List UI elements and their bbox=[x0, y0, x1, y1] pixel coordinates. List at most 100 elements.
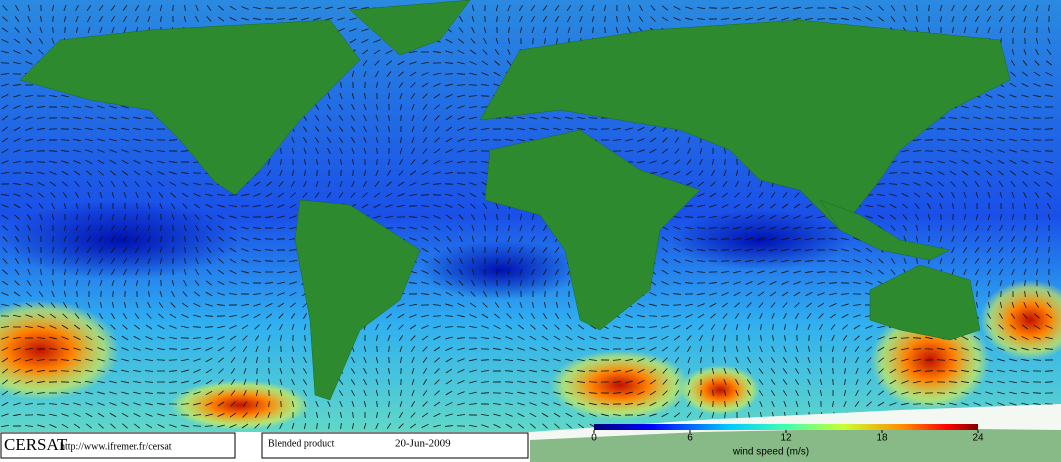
wind-arrow bbox=[925, 336, 933, 340]
wind-arrow bbox=[1021, 324, 1029, 330]
wind-arrow bbox=[985, 116, 993, 120]
wind-arrow bbox=[853, 324, 861, 330]
wind-arrow bbox=[721, 302, 729, 308]
wind-arrow bbox=[169, 424, 177, 428]
wind-arrow bbox=[481, 72, 489, 76]
wind-arrow bbox=[63, 268, 67, 276]
wind-arrow bbox=[1, 303, 9, 307]
wind-arrow bbox=[25, 116, 33, 120]
wind-arrow bbox=[51, 37, 55, 45]
wind-arrow bbox=[421, 215, 429, 219]
wind-arrow bbox=[699, 147, 703, 155]
wind-arrow bbox=[985, 335, 993, 341]
wind-arrow bbox=[805, 238, 813, 240]
wind-arrow bbox=[268, 345, 270, 353]
wind-arrow bbox=[483, 38, 487, 44]
wind-arrow bbox=[721, 271, 729, 273]
wind-arrow bbox=[637, 402, 645, 406]
wind-arrow bbox=[783, 357, 787, 363]
wind-arrow bbox=[819, 334, 823, 342]
wind-arrow bbox=[877, 390, 885, 396]
wind-arrow bbox=[99, 191, 103, 199]
wind-arrow bbox=[385, 192, 393, 198]
wind-arrow bbox=[793, 237, 801, 241]
wind-arrow bbox=[746, 302, 752, 308]
wind-arrow bbox=[457, 369, 465, 373]
wind-arrow bbox=[900, 161, 910, 163]
wind-arrow bbox=[673, 237, 681, 241]
wind-arrow bbox=[121, 347, 129, 351]
wind-arrow bbox=[375, 136, 379, 144]
wind-arrow bbox=[1012, 213, 1014, 221]
wind-arrow bbox=[13, 336, 21, 340]
wind-arrow bbox=[471, 15, 475, 23]
wind-arrow bbox=[913, 358, 921, 362]
wind-arrow bbox=[507, 4, 511, 12]
wind-arrow bbox=[37, 380, 45, 384]
wind-arrow bbox=[1034, 313, 1040, 319]
wind-arrow bbox=[543, 16, 547, 22]
wind-arrow bbox=[86, 313, 92, 319]
wind-arrow bbox=[481, 325, 489, 329]
wind-arrow bbox=[1, 424, 9, 428]
wind-arrow bbox=[361, 49, 369, 55]
wind-arrow bbox=[457, 161, 465, 163]
wind-arrow bbox=[445, 347, 453, 351]
wind-arrow bbox=[1009, 138, 1017, 142]
wind-arrow bbox=[147, 192, 151, 198]
colorbar bbox=[594, 424, 978, 430]
wind-arrow bbox=[146, 313, 152, 319]
wind-arrow bbox=[157, 160, 165, 164]
wind-arrow bbox=[217, 401, 225, 407]
wind-arrow bbox=[916, 235, 918, 243]
wind-arrow bbox=[445, 62, 453, 64]
wind-arrow bbox=[396, 227, 406, 229]
wind-arrow bbox=[901, 149, 909, 153]
wind-arrow bbox=[422, 390, 428, 396]
wind-arrow bbox=[36, 414, 46, 416]
wind-arrow bbox=[133, 423, 141, 429]
wind-arrow bbox=[662, 148, 668, 154]
wind-arrow bbox=[974, 170, 980, 176]
wind-arrow bbox=[757, 281, 765, 285]
wind-arrow bbox=[697, 292, 705, 296]
wind-arrow bbox=[217, 292, 225, 296]
wind-arrow bbox=[530, 247, 536, 253]
wind-arrow bbox=[14, 280, 20, 286]
wind-arrow bbox=[1009, 82, 1017, 88]
wind-arrow bbox=[637, 314, 645, 318]
wind-arrow bbox=[748, 411, 750, 419]
wind-arrow bbox=[98, 423, 104, 429]
wind-arrow bbox=[133, 127, 141, 131]
wind-arrow bbox=[903, 16, 907, 22]
wind-arrow bbox=[1045, 325, 1053, 329]
wind-arrow bbox=[1011, 269, 1015, 275]
wind-arrow bbox=[25, 95, 33, 97]
wind-arrow bbox=[159, 246, 163, 254]
wind-arrow bbox=[1035, 257, 1039, 265]
wind-arrow bbox=[276, 271, 286, 273]
wind-arrow bbox=[133, 116, 141, 120]
wind-arrow bbox=[625, 391, 633, 395]
wind-arrow bbox=[757, 248, 765, 252]
wind-arrow bbox=[375, 367, 379, 375]
wind-arrow bbox=[700, 356, 702, 364]
wind-arrow bbox=[171, 213, 175, 221]
wind-arrow bbox=[997, 391, 1005, 395]
wind-arrow bbox=[27, 257, 31, 265]
wind-arrow bbox=[649, 347, 657, 351]
wind-arrow bbox=[268, 400, 270, 408]
wind-arrow bbox=[399, 147, 403, 155]
wind-arrow bbox=[1010, 258, 1016, 264]
wind-arrow bbox=[229, 292, 237, 296]
wind-arrow bbox=[517, 380, 525, 384]
wind-arrow bbox=[877, 401, 885, 407]
wind-arrow bbox=[122, 324, 128, 330]
wind-arrow bbox=[853, 304, 861, 306]
wind-arrow bbox=[687, 136, 691, 144]
wind-arrow bbox=[748, 169, 750, 177]
wind-arrow bbox=[1034, 60, 1040, 66]
wind-arrow bbox=[961, 138, 969, 142]
wind-arrow bbox=[675, 368, 679, 374]
wind-arrow bbox=[901, 203, 909, 209]
